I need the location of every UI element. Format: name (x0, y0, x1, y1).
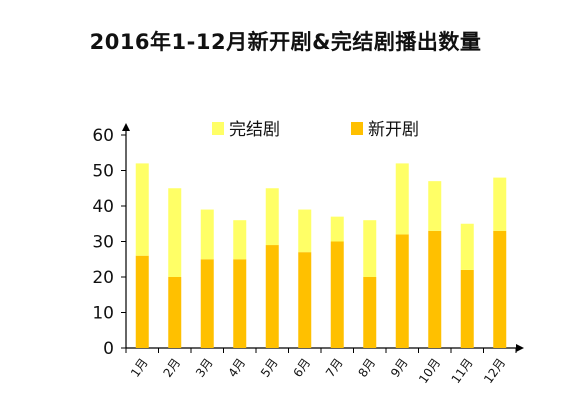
y-tick-label: 20 (92, 268, 114, 288)
legend-swatch (351, 122, 363, 135)
bar-完结剧 (395, 163, 409, 235)
y-tick-label: 40 (92, 197, 114, 217)
x-tick-label: 11月 (449, 356, 476, 386)
bar-新开剧 (135, 255, 149, 348)
legend-swatch (212, 122, 224, 135)
bar-完结剧 (265, 188, 279, 246)
y-tick-label: 10 (92, 304, 114, 324)
bar-新开剧 (233, 259, 247, 348)
x-axis-arrow (516, 344, 524, 352)
bar-新开剧 (460, 269, 474, 348)
bar-完结剧 (460, 223, 474, 270)
x-tick-label: 10月 (416, 356, 443, 386)
x-tick-label: 7月 (323, 356, 346, 380)
bar-完结剧 (135, 163, 149, 256)
bar-完结剧 (233, 220, 247, 260)
x-tick-label: 3月 (193, 356, 216, 380)
legend-label: 完结剧 (229, 120, 280, 140)
bar-新开剧 (265, 245, 279, 348)
chart-title: 2016年1-12月新开剧&完结剧播出数量 (89, 30, 482, 54)
bar-新开剧 (298, 252, 312, 348)
bar-新开剧 (428, 230, 442, 348)
bar-新开剧 (363, 277, 377, 348)
bar-完结剧 (168, 188, 182, 277)
bar-新开剧 (493, 230, 507, 348)
x-tick-label: 4月 (225, 356, 248, 380)
bar-完结剧 (493, 177, 507, 231)
bar-新开剧 (330, 241, 344, 348)
bar-新开剧 (168, 277, 182, 348)
x-tick-label: 8月 (355, 356, 378, 380)
legend-label: 新开剧 (368, 120, 419, 140)
y-tick-label: 50 (92, 162, 114, 182)
x-tick-label: 2月 (160, 356, 183, 380)
y-tick-label: 0 (103, 339, 114, 359)
x-tick-label: 9月 (388, 356, 411, 380)
bar-完结剧 (298, 209, 312, 253)
bar-完结剧 (330, 216, 344, 242)
x-tick-label: 12月 (481, 356, 508, 386)
x-tick-label: 5月 (258, 356, 281, 380)
bar-完结剧 (428, 181, 442, 231)
y-axis-arrow (122, 123, 130, 131)
x-tick-label: 6月 (290, 356, 313, 380)
bar-新开剧 (395, 234, 409, 348)
bar-完结剧 (363, 220, 377, 277)
x-tick-label: 1月 (128, 356, 151, 380)
bar-完结剧 (200, 209, 214, 260)
y-tick-label: 30 (92, 233, 114, 253)
y-tick-label: 60 (92, 126, 114, 146)
bar-新开剧 (200, 259, 214, 348)
